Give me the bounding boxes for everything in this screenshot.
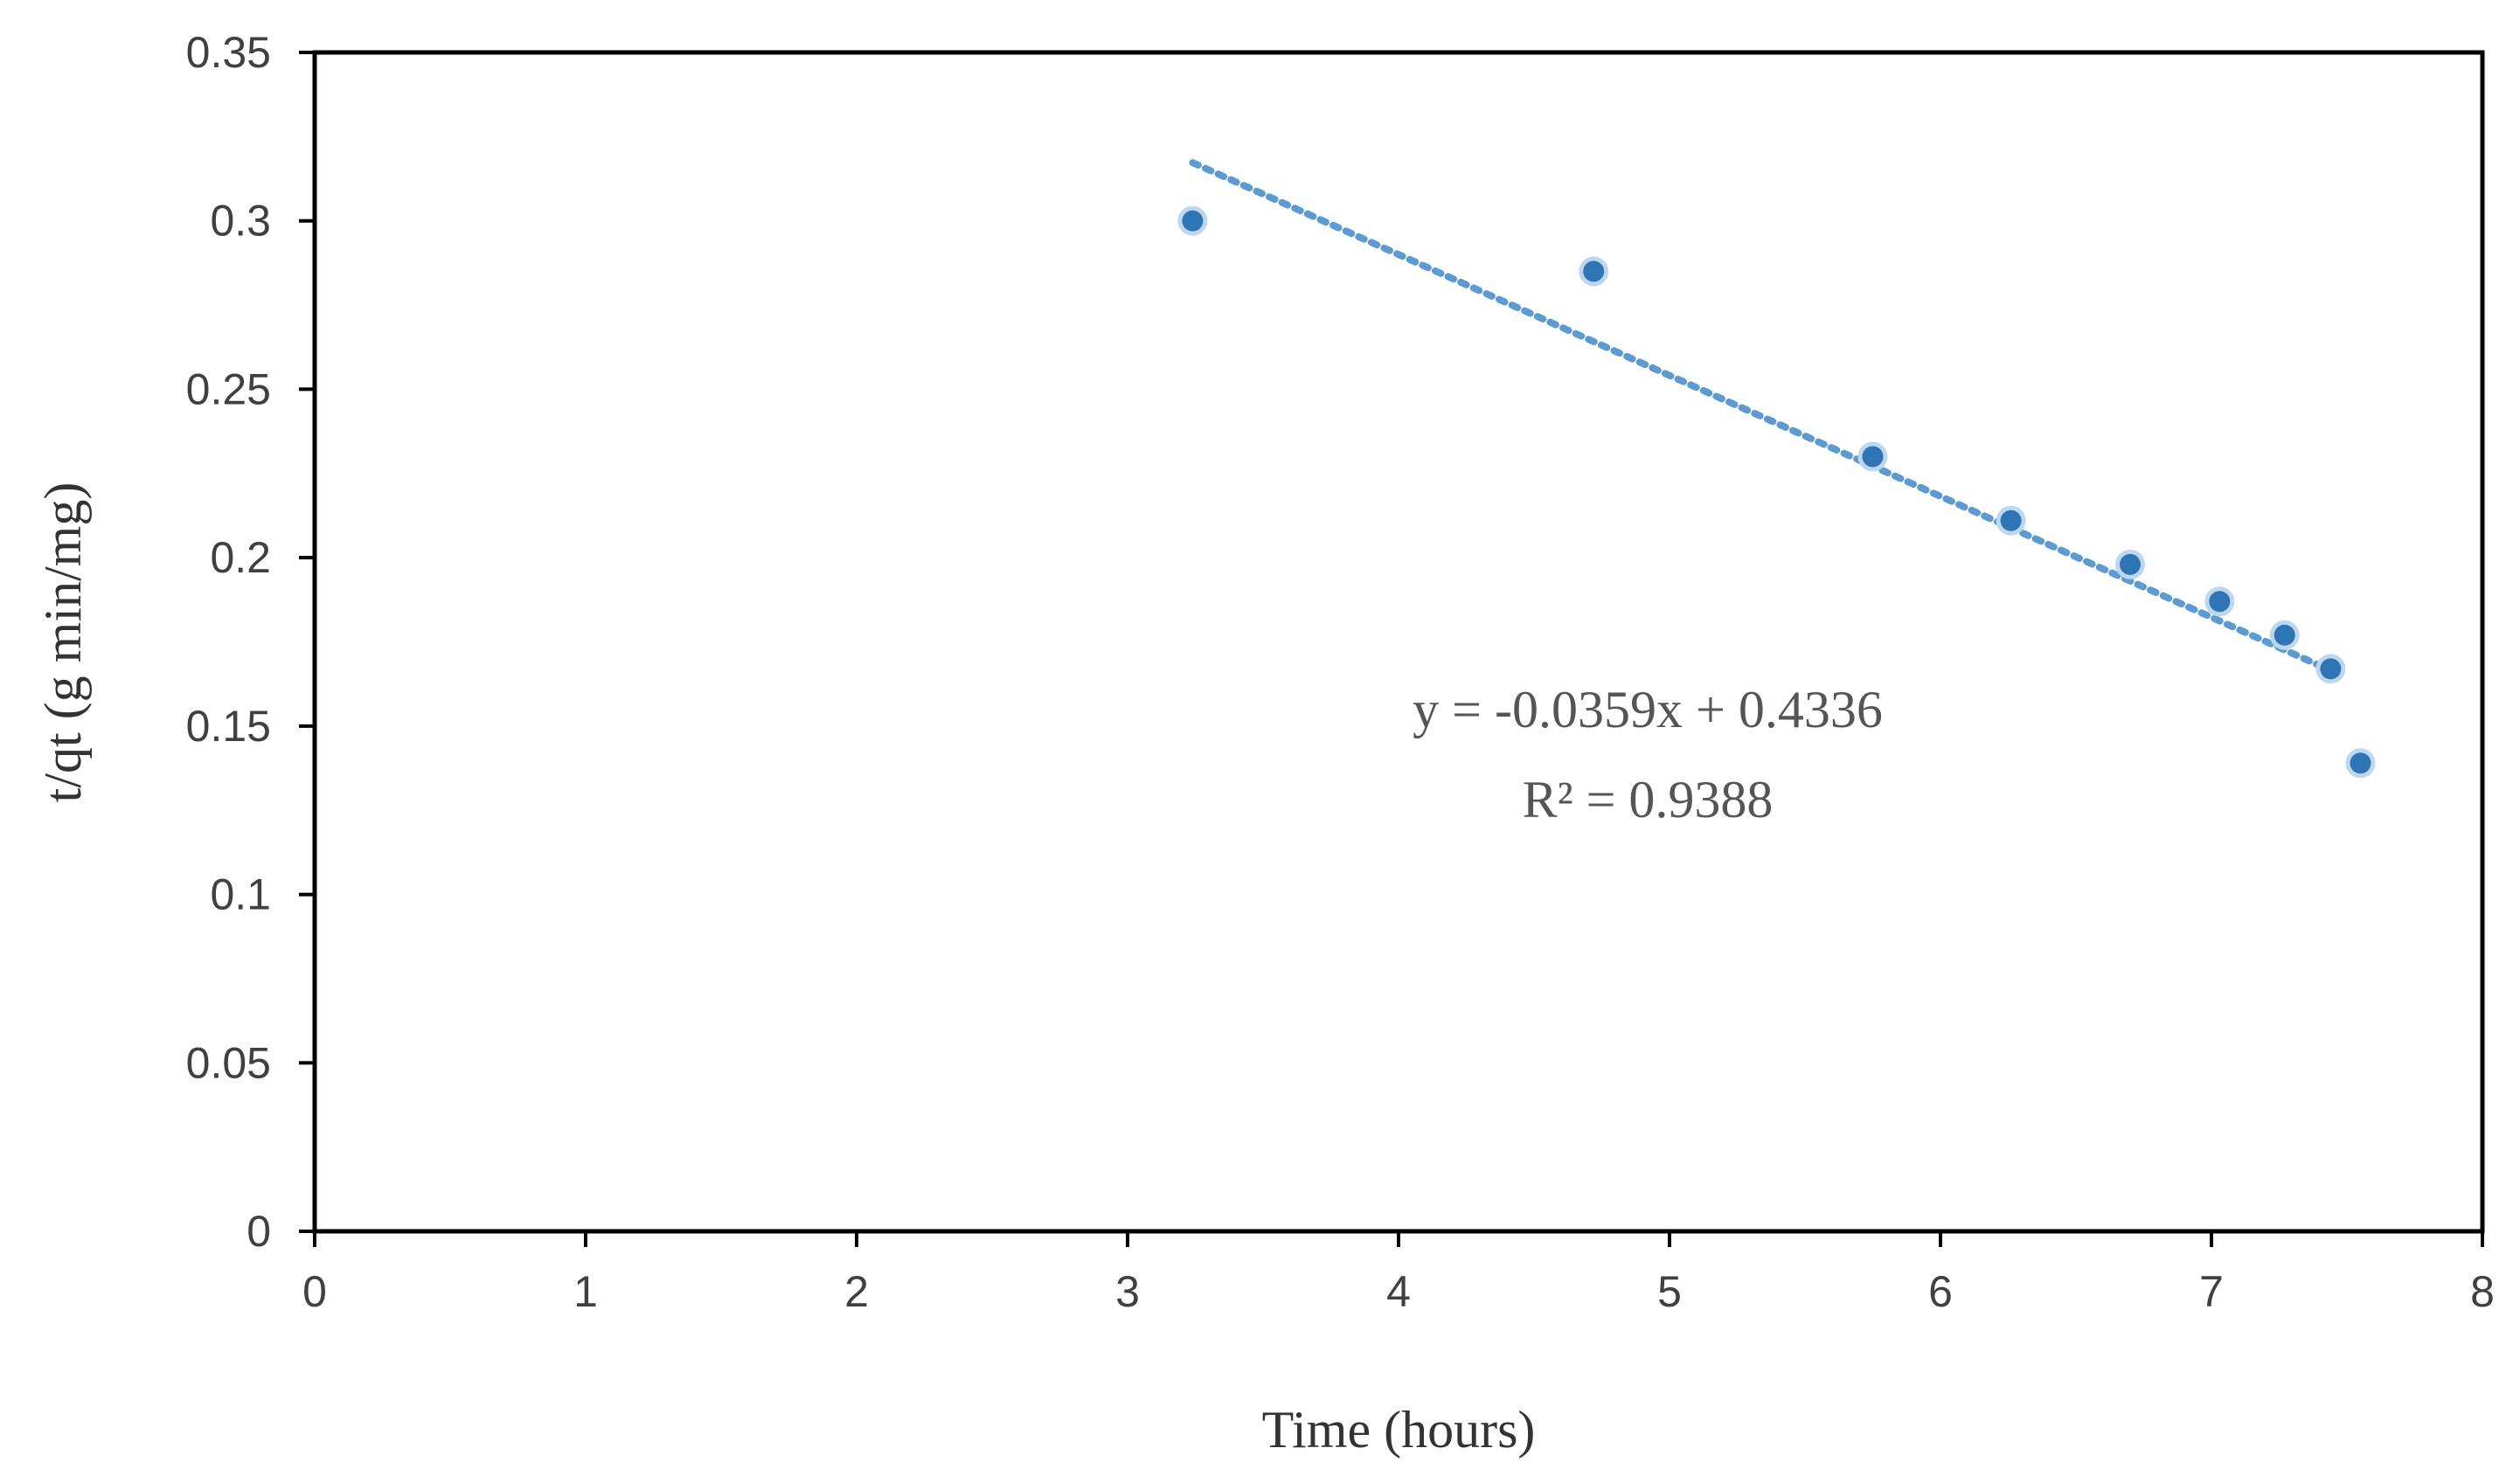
plot-frame — [312, 50, 2485, 1234]
x-tick-label: 6 — [1928, 1267, 1953, 1316]
data-point — [2120, 553, 2141, 575]
x-tick-label: 0 — [302, 1267, 327, 1316]
y-tick-label: 0 — [246, 1207, 271, 1256]
x-tick-label: 3 — [1115, 1267, 1140, 1316]
trendline-equation: y = -0.0359x + 0.4336 — [1413, 681, 1883, 738]
x-tick-label: 5 — [1657, 1267, 1682, 1316]
trendline-layer — [1189, 159, 2335, 675]
x-axis: 0 1 2 3 4 5 6 7 8 — [302, 1231, 2495, 1316]
data-point — [2274, 624, 2295, 646]
x-tick-label: 4 — [1386, 1267, 1411, 1316]
x-tick-label: 8 — [2470, 1267, 2495, 1316]
data-point — [1182, 210, 1204, 232]
y-tick-label: 0.15 — [186, 702, 271, 751]
y-axis: 0 0.05 0.1 0.15 0.2 0.25 0.3 0.35 — [186, 28, 315, 1256]
data-point — [2320, 658, 2342, 680]
data-points — [1177, 205, 2376, 779]
data-point — [1862, 446, 1884, 468]
trendline — [1189, 159, 2335, 675]
data-point — [2209, 591, 2231, 613]
x-tick-label: 7 — [2199, 1267, 2224, 1316]
y-tick-label: 0.2 — [210, 533, 271, 582]
x-tick-label: 1 — [573, 1267, 598, 1316]
data-point — [2000, 509, 2022, 531]
trendline-r-squared: R² = 0.9388 — [1523, 771, 1774, 828]
data-point — [1583, 260, 1605, 282]
y-tick-label: 0.05 — [186, 1038, 271, 1087]
y-tick-label: 0.35 — [186, 28, 271, 77]
x-tick-label: 2 — [844, 1267, 869, 1316]
y-tick-label: 0.25 — [186, 364, 271, 413]
x-axis-title: Time (hours) — [1262, 1401, 1536, 1459]
y-tick-label: 0.1 — [210, 870, 271, 919]
data-point — [2350, 752, 2371, 774]
y-axis-title: t/qt (g min/mg) — [34, 482, 92, 803]
y-tick-label: 0.3 — [210, 197, 271, 246]
